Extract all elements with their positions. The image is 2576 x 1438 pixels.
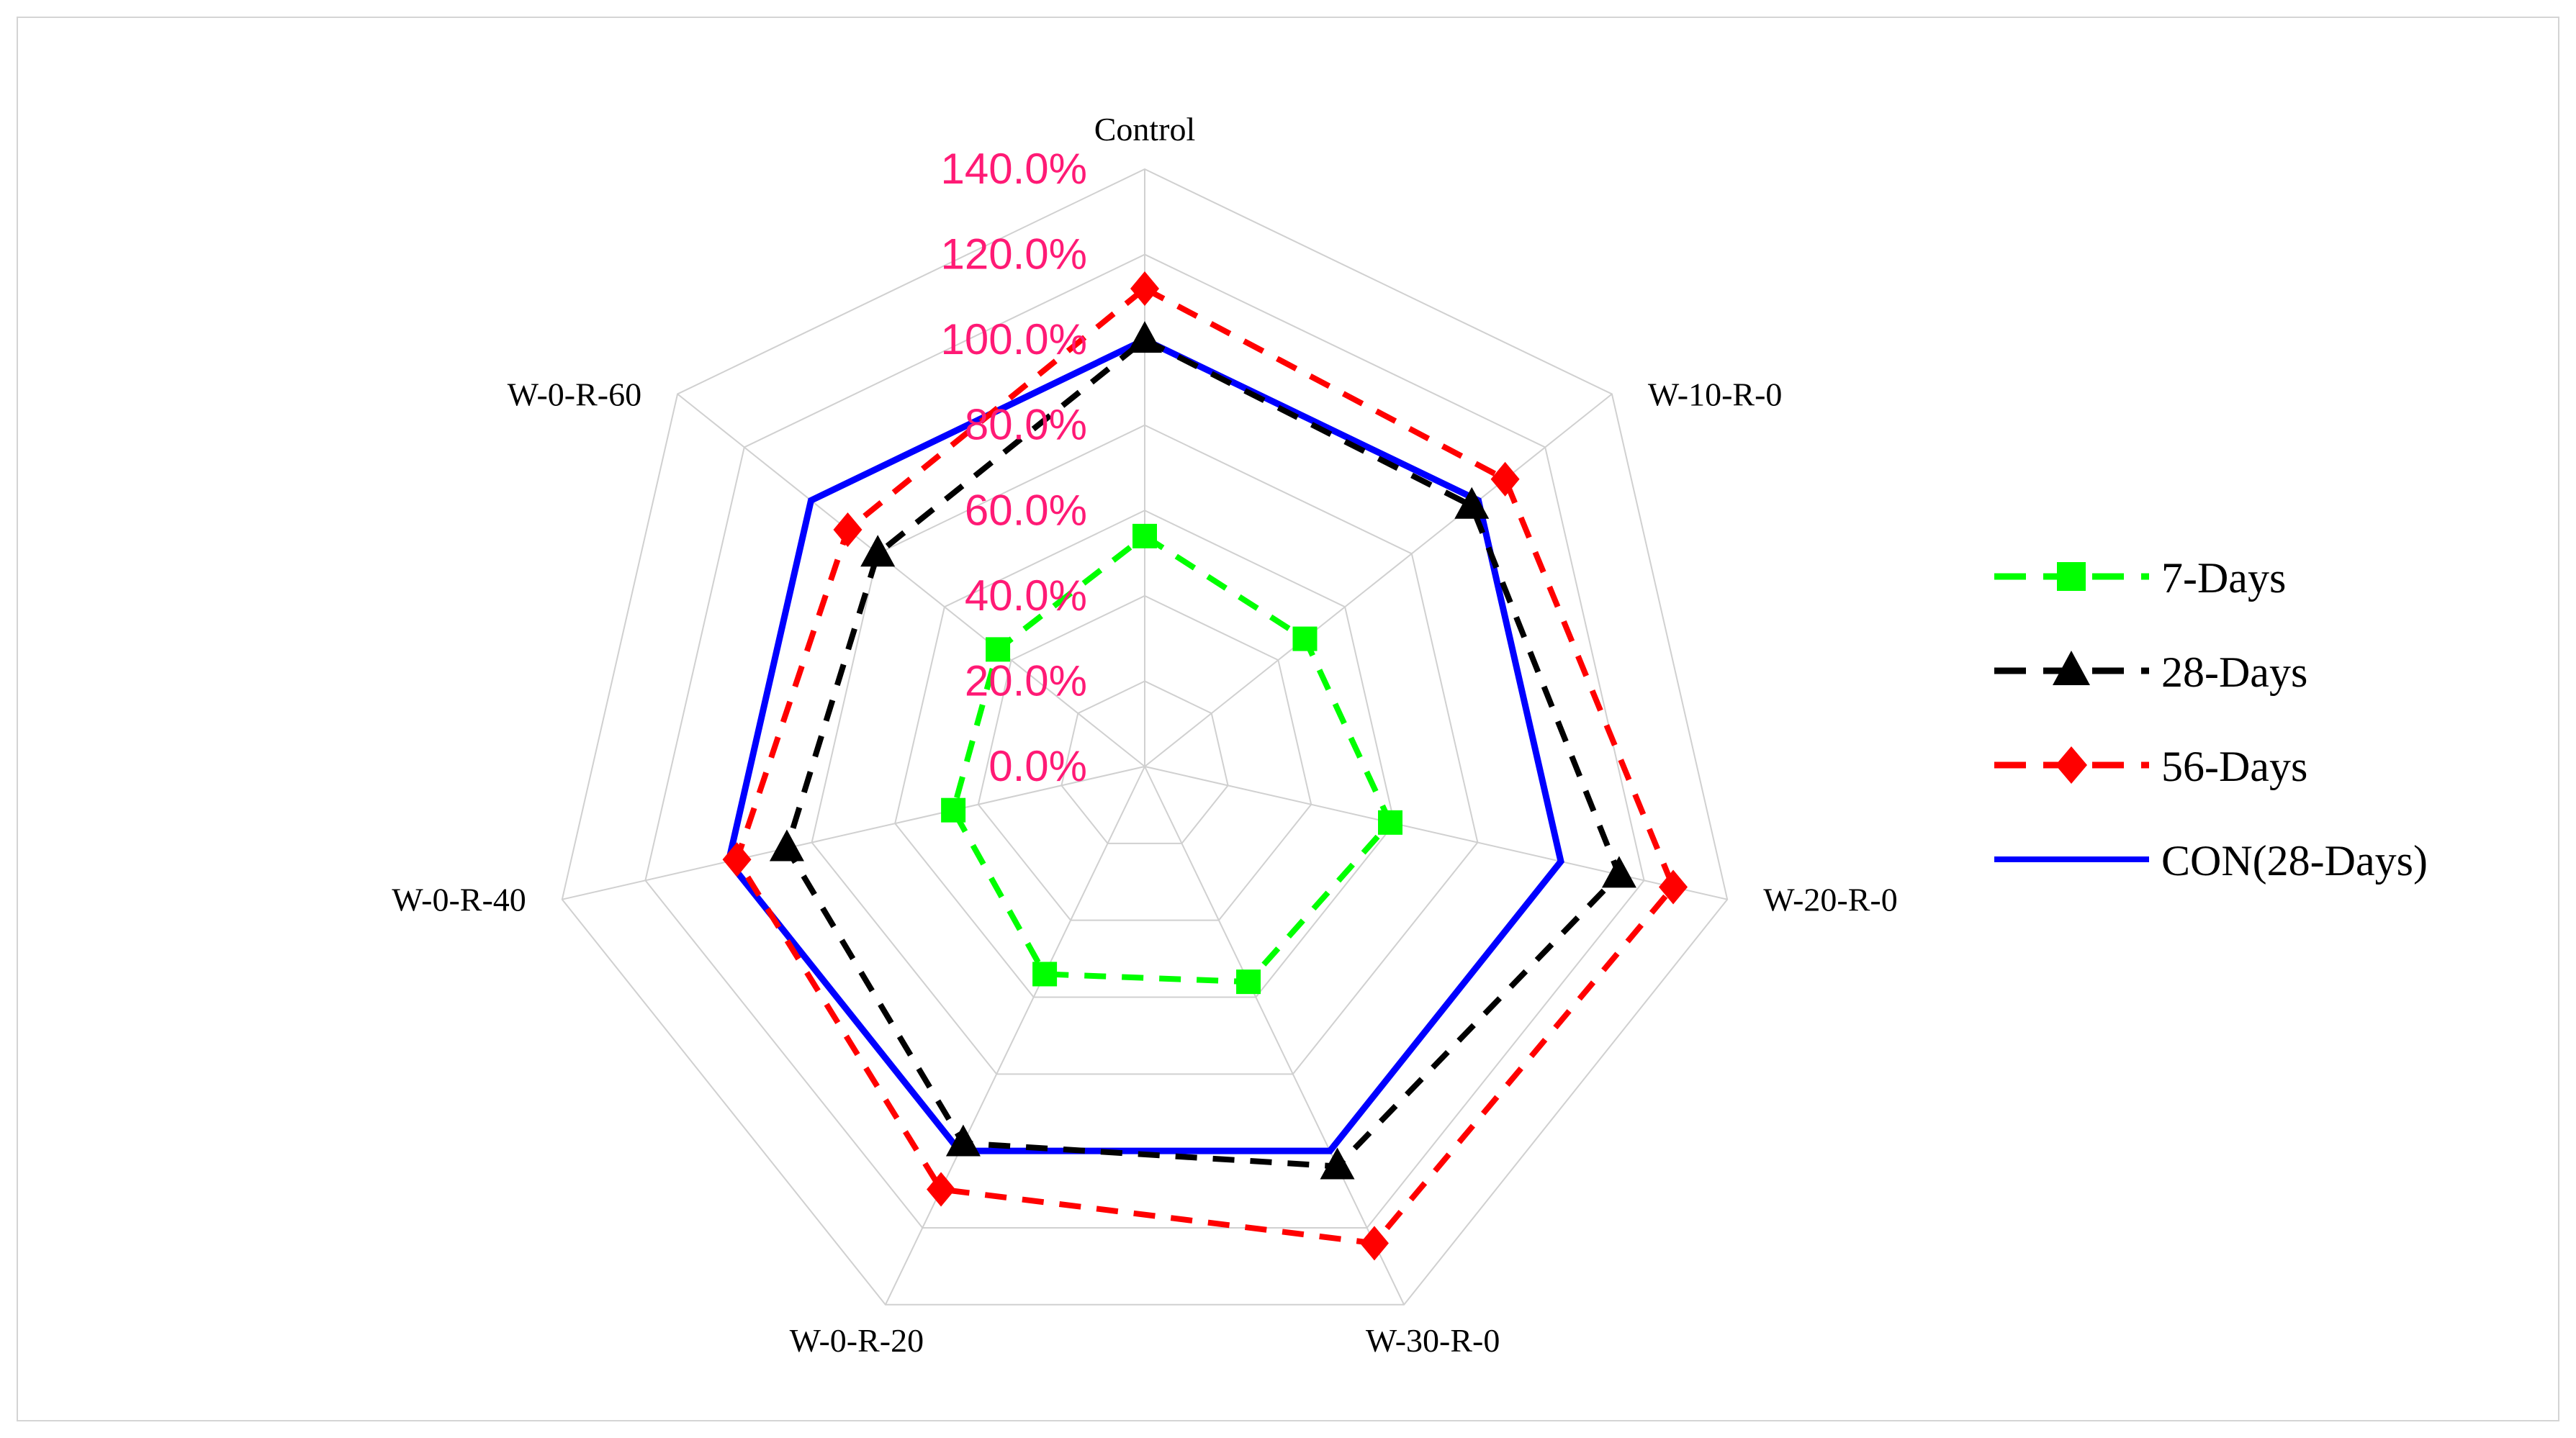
point-56-days-w-0-r-40 [722, 842, 752, 877]
legend: 7-Days 28-Days 56-Days CON(28-Days) [1994, 554, 2428, 885]
tick-label: 120.0% [941, 230, 1088, 279]
grid-ring [894, 510, 1395, 998]
spoke-w-0-r-60 [677, 393, 1145, 767]
tick-label: 20.0% [965, 656, 1087, 705]
grid-ring [811, 424, 1479, 1075]
tick-label: 100.0% [941, 315, 1088, 363]
legend-label: 7-Days [2161, 554, 2286, 602]
tick-label: 80.0% [965, 401, 1087, 449]
legend-marker [2057, 562, 2086, 591]
point-7-days-w-30-r-0 [1236, 969, 1261, 995]
category-label-w-0-r-20: W-0-R-20 [790, 1322, 924, 1359]
tick-label: 140.0% [941, 145, 1088, 193]
series-line-56-days [734, 285, 1677, 1247]
legend-marker [2053, 651, 2090, 685]
spoke-w-20-r-0 [1144, 766, 1728, 900]
point-28-days-w-10-r-0 [1454, 487, 1490, 519]
point-7-days-w-20-r-0 [1378, 810, 1403, 835]
tick-label: 40.0% [965, 571, 1087, 620]
category-label-w-0-r-60: W-0-R-60 [508, 376, 642, 413]
category-label-w-30-r-0: W-30-R-0 [1366, 1322, 1500, 1359]
series-56-days [722, 271, 1688, 1261]
point-28-days-w-20-r-0 [1601, 856, 1636, 888]
point-28-days-w-0-r-60 [860, 535, 896, 567]
radar-tick-labels: 0.0% 20.0% 40.0% 60.0% 80.0% 100.0% 120.0% 140.… [941, 145, 1088, 790]
grid-ring [977, 594, 1312, 921]
series-line-28-days [783, 336, 1623, 1170]
radar-category-labels: Control W-10-R-0 W-20-R-0 W-30-R-0 W-0-R-20 W… [392, 111, 1897, 1359]
point-56-days-control [1130, 271, 1159, 306]
legend-label: 56-Days [2161, 743, 2307, 790]
point-7-days-w-0-r-60 [986, 637, 1011, 662]
series-7-days [941, 523, 1403, 995]
chart-frame: 0.0% 20.0% 40.0% 60.0% 80.0% 100.0% 120.0% 140.… [17, 17, 2559, 1421]
spoke-w-30-r-0 [1144, 766, 1405, 1306]
category-label-w-10-r-0: W-10-R-0 [1648, 376, 1783, 413]
tick-label: 60.0% [965, 486, 1087, 534]
grid-ring [561, 168, 1729, 1306]
radar-chart: 0.0% 20.0% 40.0% 60.0% 80.0% 100.0% 120.0% 140.… [392, 111, 2428, 1359]
point-56-days-w-0-r-60 [833, 512, 863, 548]
point-7-days-w-10-r-0 [1292, 626, 1318, 651]
spoke-w-0-r-40 [562, 766, 1145, 900]
grid-ring [644, 253, 1645, 1229]
legend-item-7-days: 7-Days [1994, 554, 2286, 602]
point-28-days-w-0-r-40 [769, 829, 804, 862]
grid-ring [1060, 680, 1229, 844]
category-label-control: Control [1094, 111, 1196, 148]
legend-label: CON(28-Days) [2161, 837, 2428, 885]
point-56-days-w-10-r-0 [1490, 461, 1520, 497]
legend-item-56-days: 56-Days [1994, 743, 2307, 790]
point-56-days-w-30-r-0 [1359, 1226, 1389, 1261]
legend-marker [2055, 746, 2087, 784]
point-28-days-w-30-r-0 [1320, 1147, 1355, 1180]
legend-item-28-days: 28-Days [1994, 648, 2307, 696]
legend-label: 28-Days [2161, 648, 2307, 696]
point-7-days-w-0-r-20 [1032, 962, 1058, 987]
series-line-7-days [950, 532, 1394, 985]
point-56-days-w-20-r-0 [1659, 869, 1688, 905]
spoke-w-0-r-20 [884, 766, 1145, 1306]
point-7-days-w-0-r-40 [941, 797, 966, 823]
category-label-w-0-r-40: W-0-R-40 [392, 882, 526, 918]
legend-item-con-28-days: CON(28-Days) [1994, 837, 2428, 885]
point-7-days-control [1132, 523, 1157, 548]
point-28-days-w-0-r-20 [945, 1124, 981, 1157]
point-56-days-w-0-r-20 [927, 1172, 956, 1207]
radar-series [722, 271, 1688, 1261]
point-28-days-control [1127, 321, 1162, 353]
tick-label: 0.0% [988, 742, 1087, 790]
category-label-w-20-r-0: W-20-R-0 [1763, 882, 1898, 918]
spoke-w-10-r-0 [1144, 393, 1613, 767]
series-28-days [769, 321, 1636, 1180]
